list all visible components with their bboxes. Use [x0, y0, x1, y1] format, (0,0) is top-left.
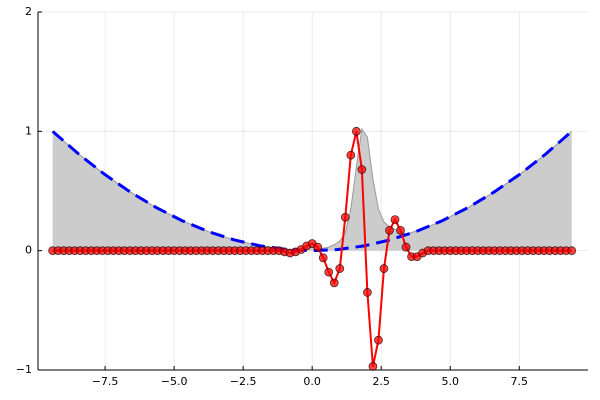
y-tick-label: −1 [16, 363, 32, 376]
x-tick-label: −2.5 [230, 375, 257, 388]
marker [368, 362, 378, 371]
y-tick-label: 1 [25, 124, 32, 137]
marker [567, 246, 577, 256]
marker [335, 264, 345, 273]
x-tick-label: 2.5 [372, 375, 390, 388]
x-tick-label: 5.0 [441, 375, 459, 388]
marker [351, 126, 361, 136]
dashed-line [51, 130, 573, 253]
marker [346, 150, 356, 160]
y-tick-label: 2 [25, 5, 32, 18]
marker [324, 267, 334, 277]
marker [396, 225, 405, 235]
marker [318, 253, 328, 263]
marker [329, 278, 339, 288]
marker [313, 242, 323, 252]
area-fill [52, 128, 572, 251]
marker [379, 264, 389, 273]
marker [385, 225, 394, 235]
y-tick-label: 0 [25, 244, 32, 257]
marker [401, 242, 411, 252]
x-tick-label: 7.5 [511, 375, 529, 388]
marker [374, 335, 383, 345]
marker [340, 212, 350, 222]
marker [362, 288, 372, 297]
x-tick-label: −7.5 [92, 375, 119, 388]
marker [357, 165, 367, 174]
x-tick-label: −5.0 [161, 375, 188, 388]
marker [390, 215, 400, 225]
x-tick-label: 0.0 [303, 375, 321, 388]
